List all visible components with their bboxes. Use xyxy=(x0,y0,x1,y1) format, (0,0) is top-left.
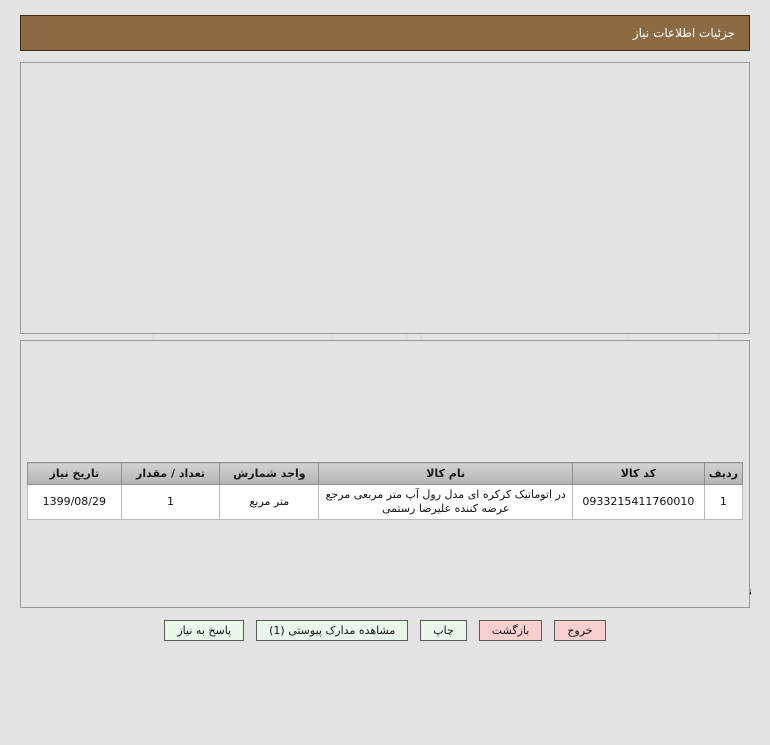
th-code: کد کالا xyxy=(571,462,705,485)
page-title: جزئیات اطلاعات نیاز xyxy=(632,26,735,40)
need-info-panel xyxy=(20,62,750,334)
th-qty: تعداد / مقدار xyxy=(120,462,221,485)
td-row: 1 xyxy=(703,484,744,520)
back-button[interactable]: بازگشت xyxy=(478,620,543,641)
th-need-date: تاریخ نیاز xyxy=(27,462,122,485)
td-qty: 1 xyxy=(120,484,221,520)
respond-to-need-button[interactable]: پاسخ به نیاز xyxy=(164,620,245,641)
print-button[interactable]: چاپ xyxy=(420,620,467,641)
th-row: ردیف xyxy=(703,462,744,485)
td-name: در اتوماتیک کرکره ای مدل رول آپ متر مربع… xyxy=(318,484,573,520)
page-title-banner: جزئیات اطلاعات نیاز xyxy=(20,15,750,51)
td-need-date: 1399/08/29 xyxy=(27,484,122,520)
exit-button[interactable]: خروج xyxy=(554,620,606,641)
td-code: 0933215411760010 xyxy=(571,484,705,520)
table-header-row: ردیف کد کالا نام کالا واحد شمارش تعداد /… xyxy=(27,462,744,485)
th-name: نام کالا xyxy=(318,462,573,485)
th-unit: واحد شمارش xyxy=(219,462,320,485)
table-row: 1 0933215411760010 در اتوماتیک کرکره ای … xyxy=(27,484,744,520)
goods-table: ردیف کد کالا نام کالا واحد شمارش تعداد /… xyxy=(27,462,744,520)
action-buttons: خروج بازگشت چاپ مشاهده مدارک پیوستی (1) … xyxy=(0,620,770,641)
view-attachments-button[interactable]: مشاهده مدارک پیوستی (1) xyxy=(256,620,409,641)
td-unit: متر مربع xyxy=(219,484,320,520)
